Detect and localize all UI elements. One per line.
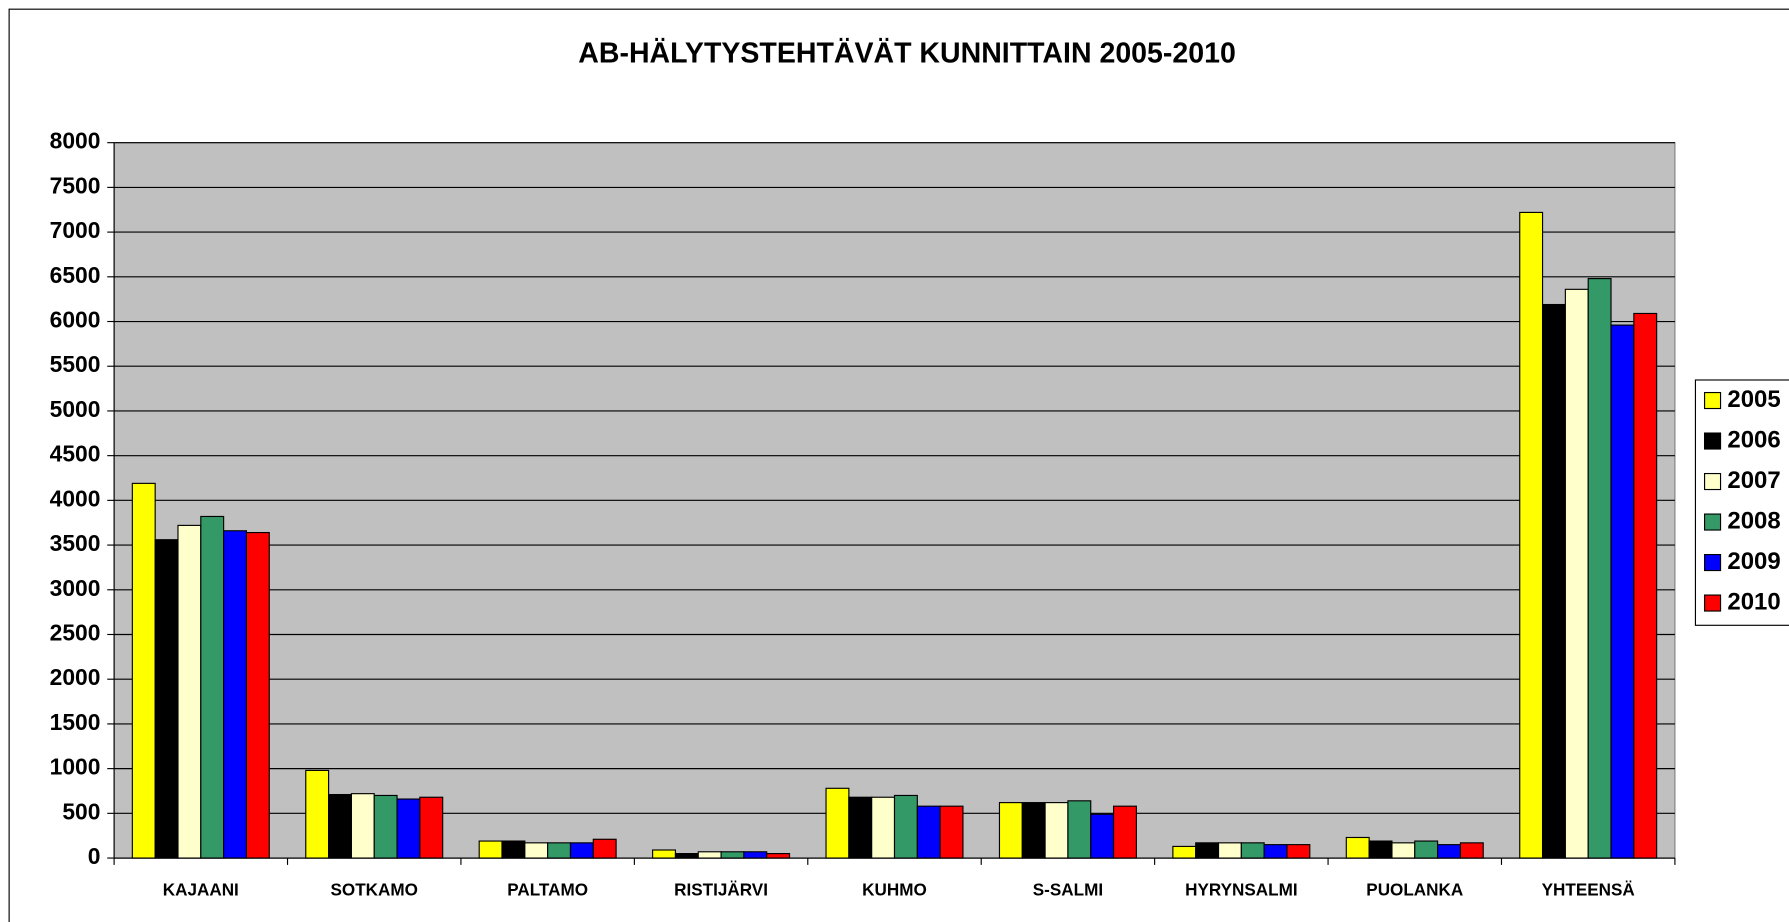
bar <box>524 842 549 859</box>
legend-label: 2007 <box>1727 467 1780 494</box>
bar <box>154 539 179 859</box>
x-tick-label: YHTEENSÄ <box>1542 881 1635 900</box>
bar <box>674 853 699 859</box>
legend-swatch <box>1703 472 1722 491</box>
bar <box>1414 840 1439 859</box>
bar <box>1067 800 1092 859</box>
bar <box>766 853 791 859</box>
bar <box>131 482 156 859</box>
bar <box>1437 844 1461 859</box>
bar <box>396 798 421 859</box>
bar <box>547 842 572 859</box>
y-tick-label: 6000 <box>50 307 101 333</box>
legend-label: 2005 <box>1727 386 1780 413</box>
x-tick-label: S-SALMI <box>1033 881 1103 900</box>
bar <box>419 796 444 859</box>
y-tick-label: 1000 <box>50 754 101 780</box>
bar <box>1195 842 1220 859</box>
y-tick-label: 5000 <box>50 396 101 422</box>
bar <box>1633 312 1658 859</box>
bar <box>1112 805 1137 859</box>
bar <box>373 794 398 859</box>
bar <box>223 530 248 859</box>
y-tick-label: 7000 <box>50 217 101 243</box>
bar <box>1240 842 1265 859</box>
y-tick-label: 2000 <box>50 664 101 690</box>
y-tick-label: 8000 <box>50 128 101 154</box>
bar <box>916 805 941 859</box>
bar <box>720 851 745 859</box>
x-tick-label: HYRYNSALMI <box>1185 881 1297 900</box>
bar <box>1610 324 1635 859</box>
bar <box>177 524 202 859</box>
x-tick-label: KUHMO <box>862 881 927 900</box>
bar <box>200 515 225 859</box>
x-tick-label: SOTKAMO <box>331 881 418 900</box>
legend-label: 2006 <box>1727 426 1780 453</box>
y-tick-label: 500 <box>62 798 100 824</box>
bar <box>743 851 768 859</box>
bar <box>1217 842 1242 859</box>
bar <box>1345 836 1370 859</box>
chart-title: AB-HÄLYTYSTEHTÄVÄT KUNNITTAIN 2005-2010 <box>578 37 1236 69</box>
bar <box>1263 844 1288 859</box>
bar <box>825 787 850 859</box>
y-tick-label: 0 <box>88 843 101 869</box>
y-tick-label: 5500 <box>50 351 101 377</box>
bar <box>569 842 594 859</box>
legend-swatch <box>1703 594 1722 612</box>
x-tick-label: PALTAMO <box>507 881 588 900</box>
bar <box>1459 842 1484 859</box>
bar <box>848 796 873 859</box>
bar <box>1021 802 1046 859</box>
y-tick-label: 1500 <box>50 709 101 735</box>
y-tick-label: 4500 <box>50 441 101 467</box>
legend-swatch <box>1703 513 1722 531</box>
y-tick-label: 3000 <box>50 575 101 601</box>
bar <box>1519 211 1544 859</box>
y-tick-label: 4000 <box>50 485 101 511</box>
legend-label: 2010 <box>1727 588 1780 615</box>
legend-label: 2009 <box>1727 548 1780 575</box>
y-tick-label: 2500 <box>50 620 101 646</box>
bar <box>1172 845 1197 859</box>
x-tick-label: KAJAANI <box>163 881 239 900</box>
bar <box>1541 303 1566 859</box>
bar <box>1368 840 1393 859</box>
bar <box>350 793 375 859</box>
bar <box>305 769 330 859</box>
bar <box>652 849 677 859</box>
legend-swatch <box>1703 553 1722 572</box>
bar <box>893 794 918 859</box>
bar <box>1391 842 1416 859</box>
bar <box>939 805 964 859</box>
x-tick-label: PUOLANKA <box>1366 881 1463 900</box>
bar <box>478 840 503 859</box>
bar <box>501 840 526 859</box>
bar <box>328 793 352 859</box>
bar <box>697 851 722 859</box>
y-tick-label: 7500 <box>50 172 101 198</box>
bar <box>1044 802 1069 859</box>
bar <box>245 531 270 859</box>
bar <box>1564 288 1589 859</box>
y-tick-label: 6500 <box>50 262 101 288</box>
legend-box <box>1694 379 1789 626</box>
legend-label: 2008 <box>1727 507 1780 534</box>
x-tick-label: RISTIJÄRVI <box>674 881 768 900</box>
legend-swatch <box>1703 432 1722 450</box>
bar <box>871 796 896 859</box>
y-tick-label: 3500 <box>50 530 101 556</box>
legend-swatch <box>1703 391 1722 410</box>
bar <box>1286 844 1311 859</box>
bar <box>1587 278 1612 859</box>
bar <box>1090 813 1115 859</box>
bar <box>998 802 1023 859</box>
bar <box>592 838 617 859</box>
